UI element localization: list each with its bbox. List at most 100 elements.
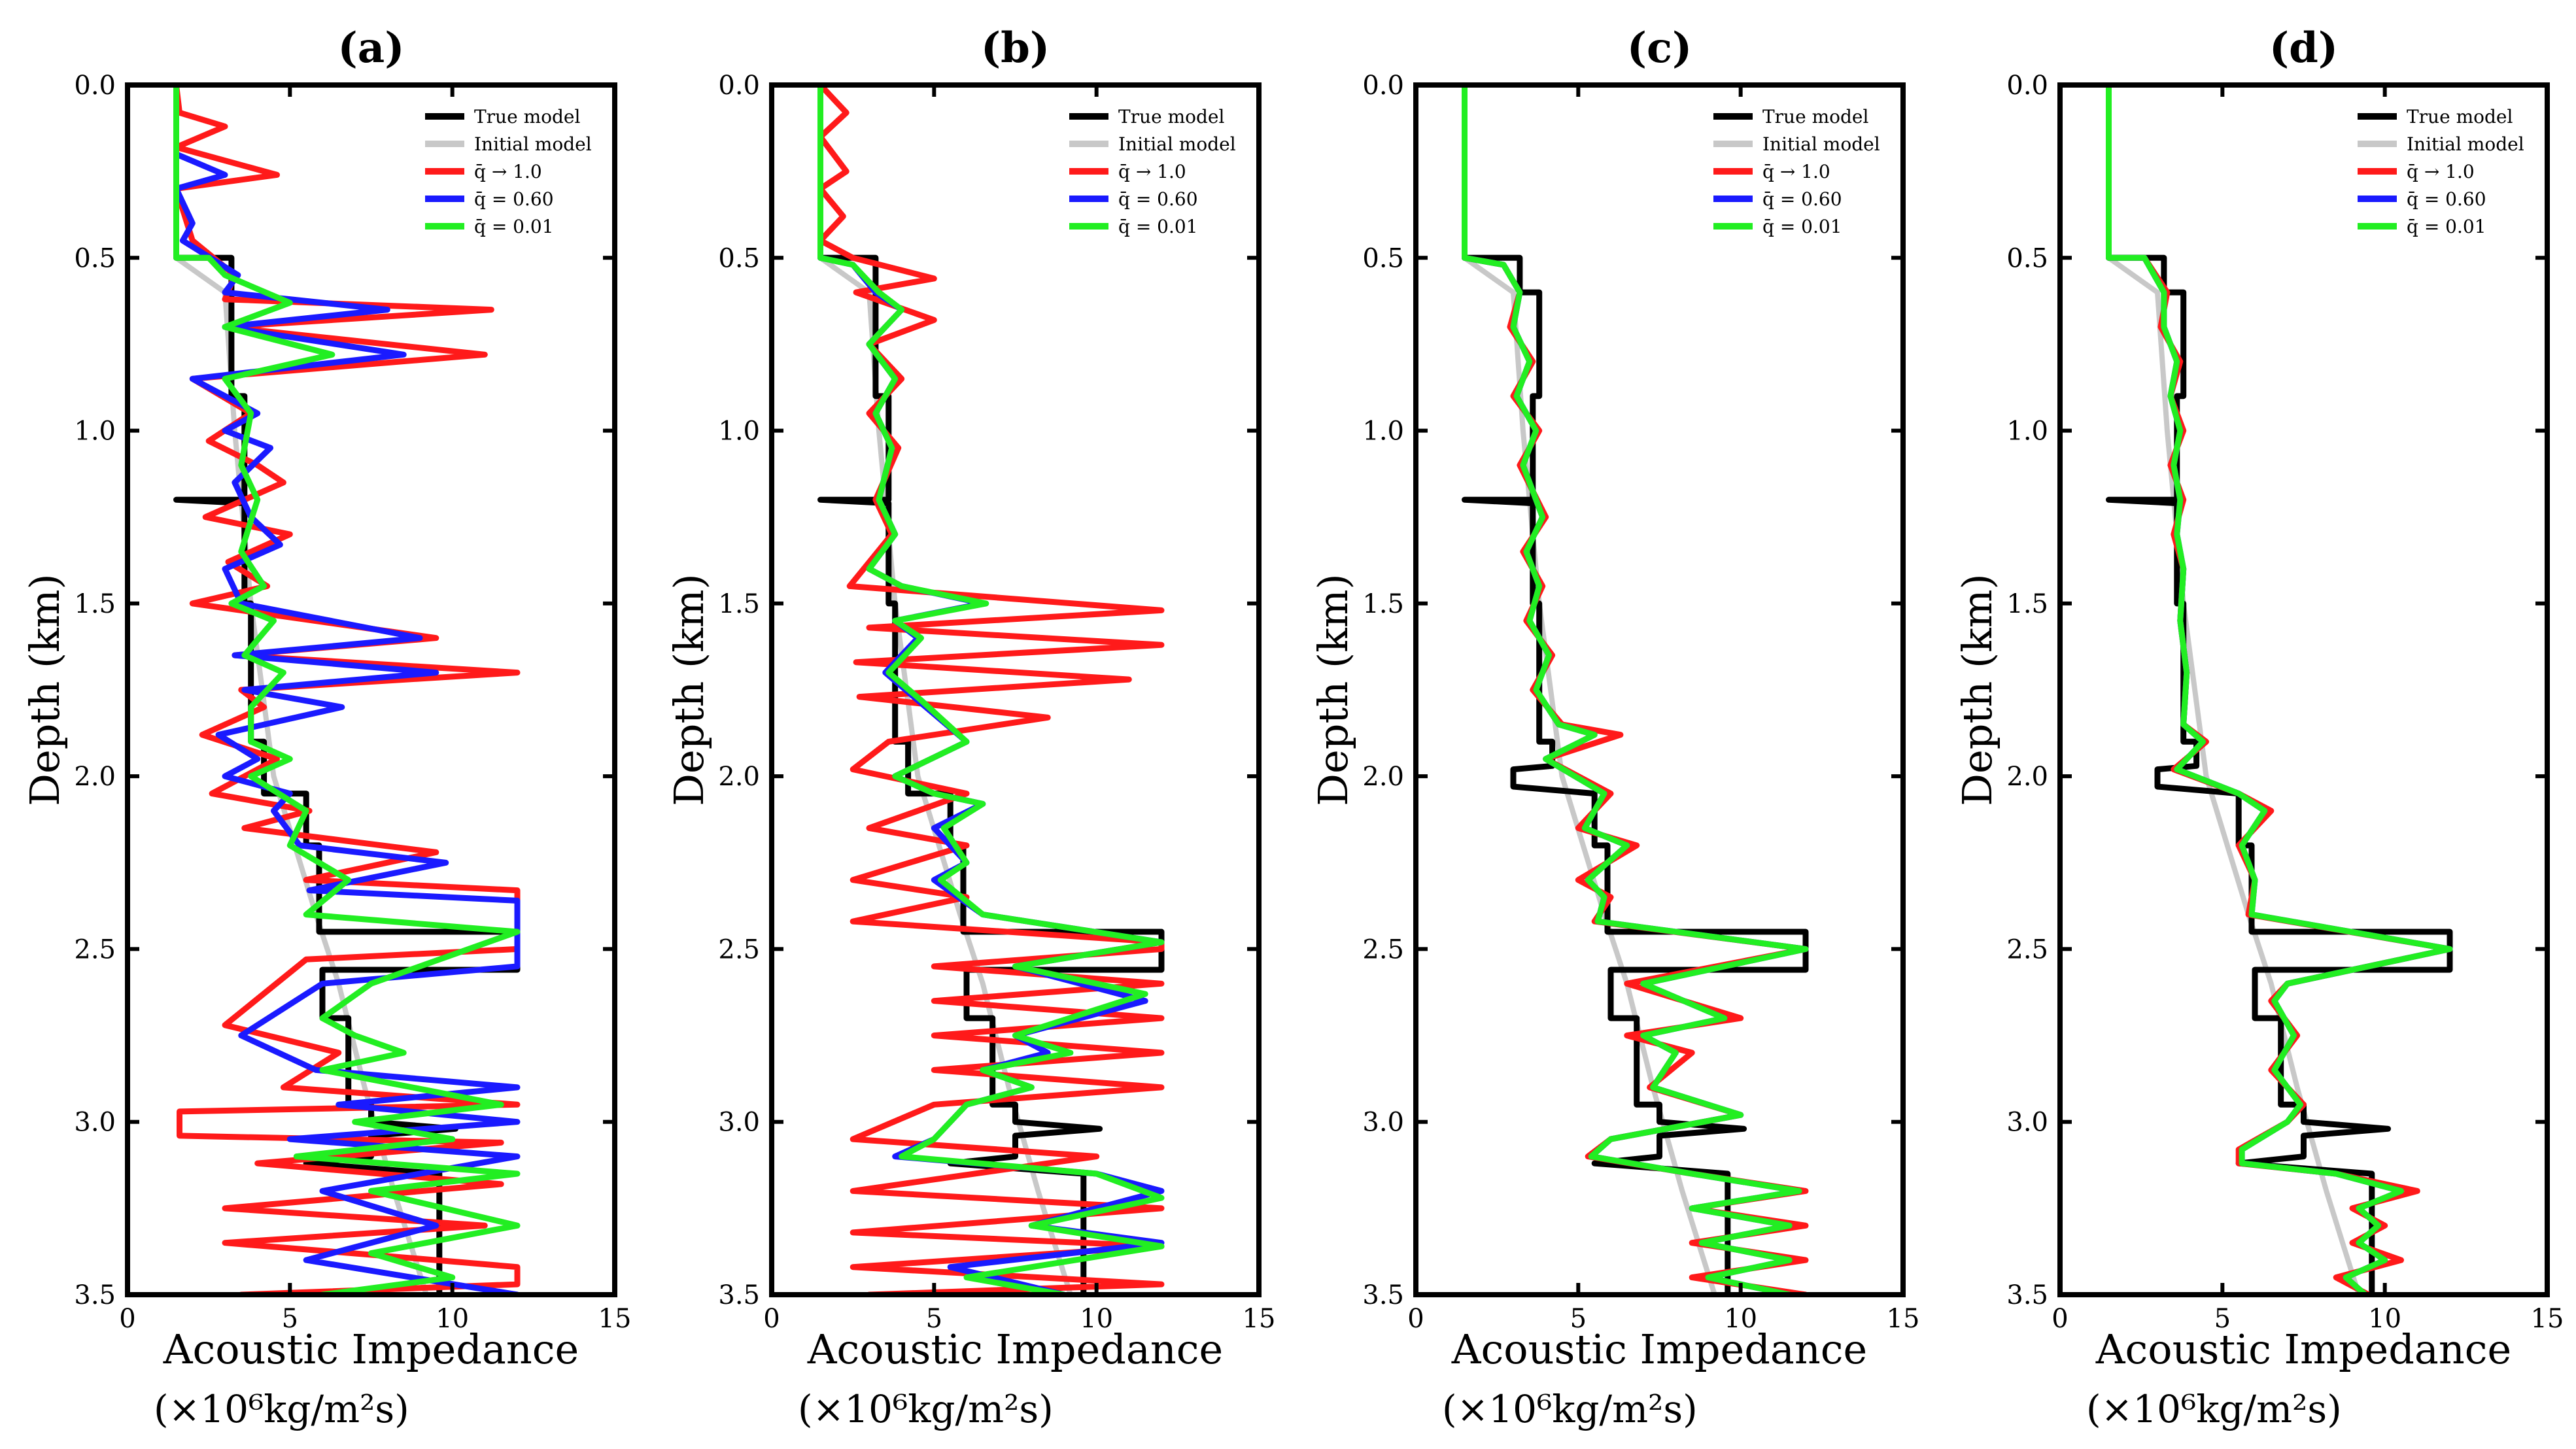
y-tick-label: 3.0 bbox=[74, 1108, 116, 1138]
legend-label-q-001: q̄ = 0.01 bbox=[2407, 216, 2486, 237]
series-line-true-model bbox=[1462, 85, 1809, 1295]
y-axis-label: Depth (km) bbox=[21, 573, 69, 806]
y-tick-label: 1.0 bbox=[74, 417, 116, 447]
y-axis-label: Depth (km) bbox=[1309, 573, 1357, 806]
series-line-q-060 bbox=[1462, 85, 1809, 1295]
legend-label-initial-model: Initial model bbox=[474, 133, 592, 155]
series-line-q-001 bbox=[2106, 85, 2453, 1295]
legend-label-q-001: q̄ = 0.01 bbox=[1118, 216, 1198, 237]
x-tick-label: 15 bbox=[1887, 1304, 1920, 1334]
y-tick-label: 3.5 bbox=[2006, 1280, 2048, 1310]
y-tick-label: 0.0 bbox=[2006, 71, 2048, 101]
series-group bbox=[1462, 85, 1809, 1295]
legend: True model Initial model q̄ → 1.0 q̄ = 0.60… bbox=[2358, 106, 2524, 237]
legend-label-q-001: q̄ = 0.01 bbox=[474, 216, 554, 237]
x-tick-label: 15 bbox=[2531, 1304, 2564, 1334]
series-line-q-060 bbox=[173, 85, 521, 1295]
legend-label-q-060: q̄ = 0.60 bbox=[1762, 188, 1842, 210]
legend-label-q-to-one: q̄ → 1.0 bbox=[2407, 161, 2475, 182]
x-tick-label: 15 bbox=[598, 1304, 632, 1334]
legend: True model Initial model q̄ → 1.0 q̄ = 0.60… bbox=[425, 106, 592, 237]
x-axis-label: Acoustic Impedance bbox=[163, 1325, 579, 1373]
x-axis-unit: (×10⁶kg/m²s) bbox=[798, 1387, 1054, 1431]
series-line-q-to-one bbox=[817, 85, 1165, 1295]
x-tick-label: 0 bbox=[763, 1304, 780, 1334]
legend-label-true-model: True model bbox=[474, 106, 580, 128]
chart-panel-b: (b) 0.0 0.5 1.0 1.5 2.0 2.5 3.0 3.50 5 10 15 Acousti… bbox=[665, 24, 1275, 1431]
legend: True model Initial model q̄ → 1.0 q̄ = 0.60… bbox=[1713, 106, 1880, 237]
y-axis-label: Depth (km) bbox=[1953, 573, 2001, 806]
x-tick-label: 10 bbox=[436, 1304, 469, 1334]
y-tick-label: 3.0 bbox=[2006, 1108, 2048, 1138]
x-tick-label: 5 bbox=[282, 1304, 298, 1334]
y-tick-label: 2.0 bbox=[2006, 762, 2048, 792]
legend-label-true-model: True model bbox=[2407, 106, 2513, 128]
series-line-q-001 bbox=[173, 85, 521, 1295]
y-tick-label: 3.0 bbox=[1362, 1108, 1404, 1138]
legend-label-true-model: True model bbox=[1762, 106, 1868, 128]
y-tick-label: 3.5 bbox=[74, 1280, 116, 1310]
legend-label-q-to-one: q̄ → 1.0 bbox=[474, 161, 542, 182]
series-line-q-to-one bbox=[1462, 85, 1809, 1295]
series-line-q-060 bbox=[2106, 85, 2453, 1295]
legend-label-initial-model: Initial model bbox=[1762, 133, 1880, 155]
y-tick-label: 1.0 bbox=[718, 417, 760, 447]
y-tick-label: 2.0 bbox=[74, 762, 116, 792]
legend-label-q-060: q̄ = 0.60 bbox=[1118, 188, 1198, 210]
y-tick-label: 1.0 bbox=[1362, 417, 1404, 447]
series-group bbox=[173, 85, 521, 1295]
plot-frame bbox=[769, 82, 1262, 1297]
y-tick-label: 2.0 bbox=[718, 762, 760, 792]
y-tick-label: 0.5 bbox=[2006, 243, 2048, 273]
y-tick-label: 2.5 bbox=[1362, 934, 1404, 964]
x-axis-unit: (×10⁶kg/m²s) bbox=[154, 1387, 409, 1431]
y-tick-label: 0.5 bbox=[1362, 243, 1404, 273]
x-tick-label: 0 bbox=[119, 1304, 135, 1334]
series-line-true-model bbox=[2106, 85, 2453, 1295]
x-tick-label: 5 bbox=[926, 1304, 942, 1334]
legend-label-initial-model: Initial model bbox=[1118, 133, 1236, 155]
legend-label-q-060: q̄ = 0.60 bbox=[2407, 188, 2486, 210]
x-axis-label: Acoustic Impedance bbox=[2095, 1325, 2511, 1373]
chart-panel-a: (a) 0.0 0.5 1.0 1.5 2.0 2.5 3.0 3.50 5 10 15 Acousti… bbox=[21, 24, 631, 1431]
y-tick-label: 1.0 bbox=[2006, 417, 2048, 447]
chart-panel-c: (c) 0.0 0.5 1.0 1.5 2.0 2.5 3.0 3.50 5 10 15 Acousti… bbox=[1309, 24, 1919, 1431]
x-axis-unit: (×10⁶kg/m²s) bbox=[2086, 1387, 2342, 1431]
panel-title: (a) bbox=[337, 24, 404, 73]
x-tick-label: 0 bbox=[1407, 1304, 1424, 1334]
legend-label-true-model: True model bbox=[1118, 106, 1224, 128]
series-line-q-001 bbox=[817, 85, 1165, 1295]
x-axis-label: Acoustic Impedance bbox=[1451, 1325, 1867, 1373]
y-axis-label: Depth (km) bbox=[665, 573, 713, 806]
plot-frame bbox=[1413, 82, 1906, 1297]
chart-panel-d: (d) 0.0 0.5 1.0 1.5 2.0 2.5 3.0 3.50 5 10 15 Acousti… bbox=[1953, 24, 2564, 1431]
series-line-q-001 bbox=[1462, 85, 1809, 1295]
panel-title: (d) bbox=[2269, 24, 2338, 73]
y-tick-label: 2.5 bbox=[74, 934, 116, 964]
x-tick-label: 5 bbox=[1570, 1304, 1587, 1334]
x-tick-label: 10 bbox=[1724, 1304, 1757, 1334]
x-tick-label: 15 bbox=[1243, 1304, 1276, 1334]
legend-label-q-060: q̄ = 0.60 bbox=[474, 188, 554, 210]
legend-label-q-to-one: q̄ → 1.0 bbox=[1118, 161, 1186, 182]
y-tick-label: 1.5 bbox=[1362, 589, 1404, 619]
y-tick-label: 2.5 bbox=[2006, 934, 2048, 964]
x-axis-unit: (×10⁶kg/m²s) bbox=[1442, 1387, 1698, 1431]
legend-label-q-001: q̄ = 0.01 bbox=[1762, 216, 1842, 237]
legend: True model Initial model q̄ → 1.0 q̄ = 0.60… bbox=[1069, 106, 1236, 237]
y-tick-label: 0.0 bbox=[1362, 71, 1404, 101]
panel-title: (b) bbox=[981, 24, 1050, 73]
legend-label-initial-model: Initial model bbox=[2407, 133, 2524, 155]
y-tick-label: 0.0 bbox=[74, 71, 116, 101]
x-tick-label: 5 bbox=[2214, 1304, 2231, 1334]
panel-title: (c) bbox=[1627, 24, 1692, 73]
legend-label-q-to-one: q̄ → 1.0 bbox=[1762, 161, 1830, 182]
y-tick-label: 3.5 bbox=[1362, 1280, 1404, 1310]
y-tick-label: 1.5 bbox=[718, 589, 760, 619]
y-tick-label: 1.5 bbox=[74, 589, 116, 619]
y-tick-label: 0.5 bbox=[718, 243, 760, 273]
y-tick-label: 1.5 bbox=[2006, 589, 2048, 619]
y-tick-label: 0.5 bbox=[74, 243, 116, 273]
x-tick-label: 0 bbox=[2052, 1304, 2068, 1334]
